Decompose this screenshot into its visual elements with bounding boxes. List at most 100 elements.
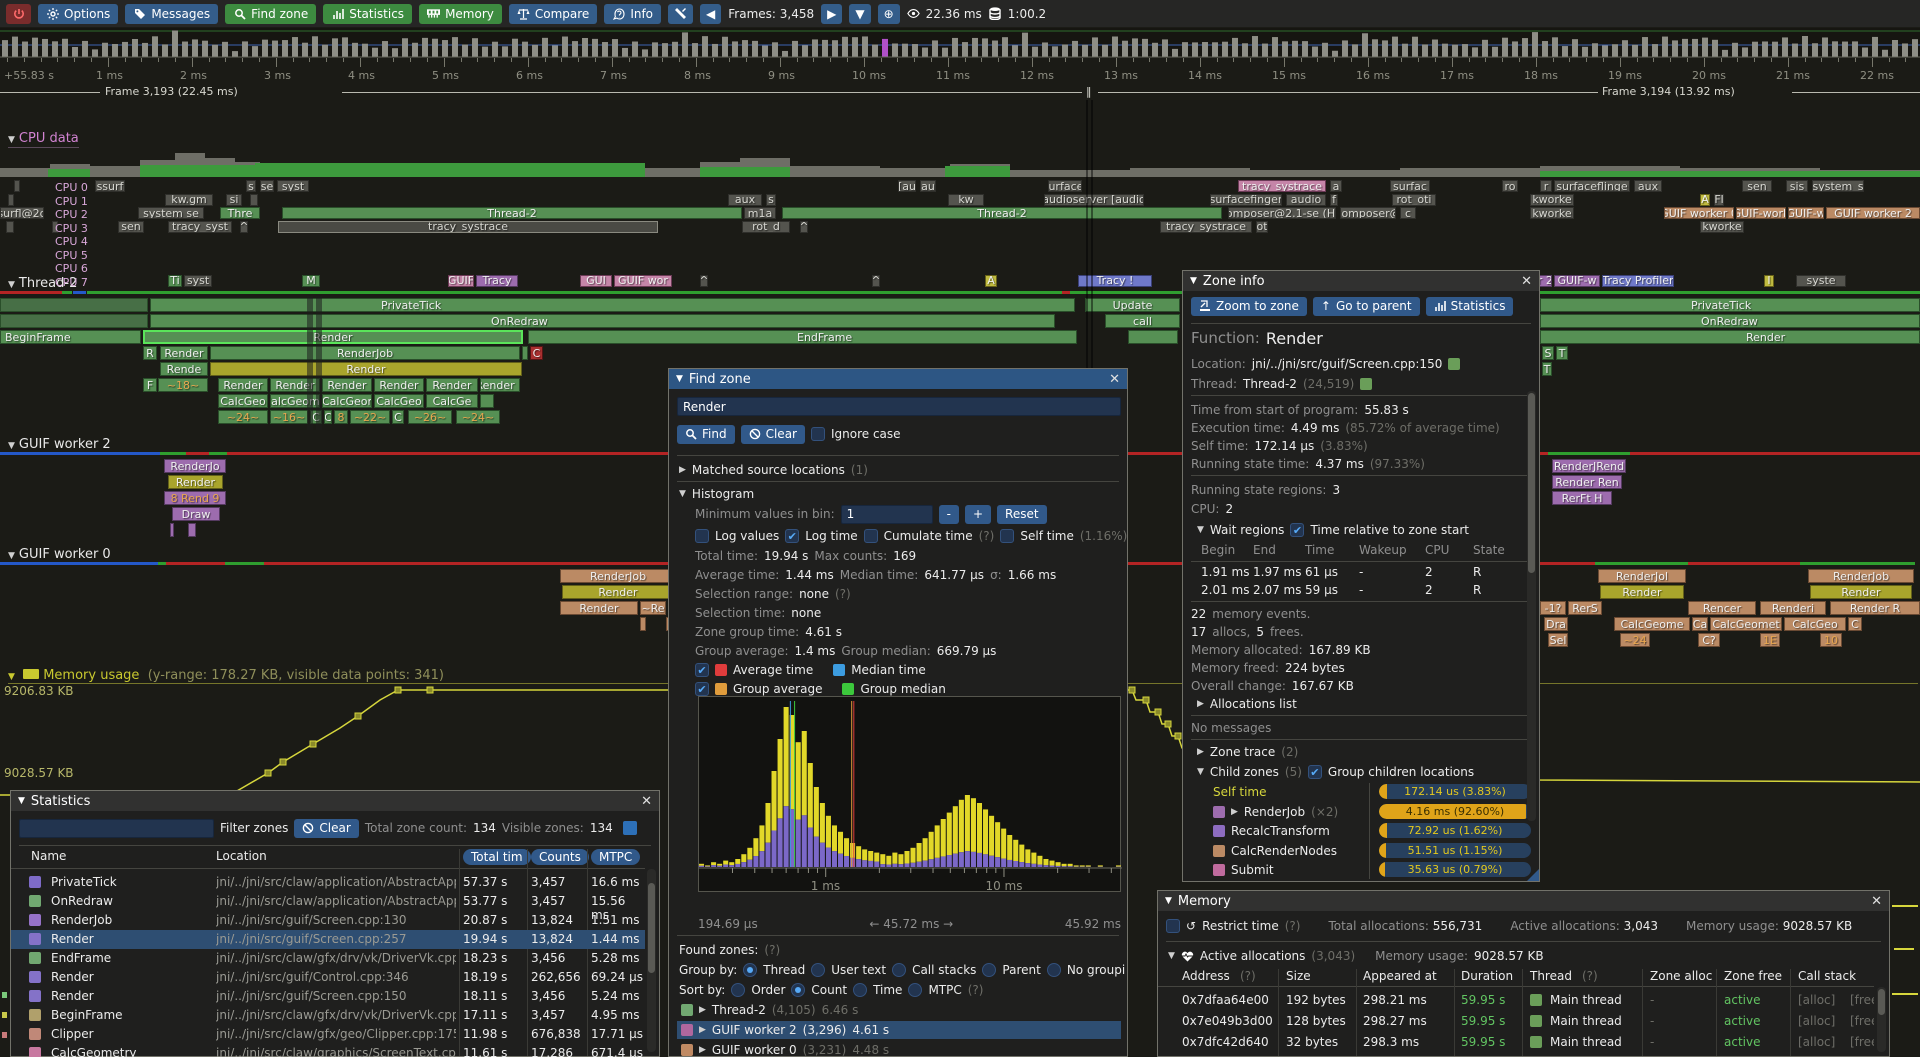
restrict-time-checkbox[interactable] bbox=[1166, 919, 1180, 933]
cpu-zone[interactable] bbox=[52, 220, 58, 233]
cpu-zone[interactable]: system se bbox=[138, 207, 204, 219]
cpu-zone[interactable]: tracy_systrace bbox=[1238, 180, 1326, 192]
cpu-zone[interactable]: aux bbox=[1634, 180, 1662, 192]
zone-info-scrollbar-thumb[interactable] bbox=[1528, 393, 1535, 573]
child-zone-row[interactable]: ▶ RenderJob (×2) bbox=[1213, 803, 1338, 821]
cpu-zone[interactable] bbox=[14, 180, 20, 192]
matched-source-locations-row[interactable]: ▶ Matched source locations (1) bbox=[679, 463, 868, 477]
cpu-zone[interactable]: s bbox=[766, 193, 776, 206]
cpu-zone[interactable]: ^ bbox=[800, 220, 808, 233]
cpu-zone[interactable]: kw bbox=[948, 193, 984, 206]
column-name[interactable]: Name bbox=[31, 849, 67, 863]
cpu-zone[interactable]: GUI bbox=[580, 274, 612, 287]
found-zone-group-row[interactable]: ▶ GUIF worker 0 (3,231) 4.48 s bbox=[677, 1041, 1121, 1057]
timeline-zone[interactable]: RenderJob bbox=[1808, 569, 1914, 583]
timeline-zone[interactable]: Render bbox=[143, 330, 523, 344]
memory-column-size[interactable]: Size bbox=[1286, 969, 1311, 983]
power-button[interactable] bbox=[6, 3, 31, 24]
child-zone-row[interactable]: CalcRenderNodes bbox=[1213, 842, 1337, 860]
cpu-zone[interactable]: surfac bbox=[1390, 180, 1430, 192]
found-zone-group-row[interactable]: ▶ GUIF worker 2 (3,296) 4.61 s bbox=[677, 1021, 1121, 1039]
log-values-checkbox[interactable] bbox=[695, 529, 709, 543]
timeline-zone[interactable]: ~24~ bbox=[218, 410, 268, 424]
statistics-button[interactable]: Statistics bbox=[1425, 296, 1514, 316]
timeline-zone[interactable] bbox=[0, 298, 148, 312]
group-by-radio-parent[interactable] bbox=[982, 963, 997, 977]
timeline-zone[interactable]: Render bbox=[562, 585, 674, 599]
active-allocations-row[interactable]: ▼ Active allocations (3,043) Memory usage: 9… bbox=[1168, 949, 1544, 963]
memory-column-duration[interactable]: Duration bbox=[1461, 969, 1514, 983]
timeline-zone[interactable]: F bbox=[143, 378, 157, 392]
child-time-bar[interactable]: 172.14 us (3.83%) bbox=[1379, 784, 1531, 799]
cpu-zone[interactable]: M bbox=[302, 274, 320, 287]
reset-button[interactable]: Reset bbox=[997, 504, 1047, 524]
cpu-zone[interactable] bbox=[8, 193, 14, 206]
sort-by-radio-count[interactable] bbox=[791, 983, 806, 997]
timeline-zone[interactable]: ~18~ bbox=[158, 378, 208, 392]
timeline-zone[interactable]: RerS bbox=[1568, 601, 1602, 615]
memory-column-address[interactable]: Address bbox=[1182, 969, 1230, 983]
group-by-radio-no-groupi[interactable] bbox=[1046, 963, 1061, 977]
timeline-zone[interactable]: Render R bbox=[1830, 601, 1920, 615]
cpu-zone[interactable]: Tracy ! bbox=[1078, 274, 1152, 287]
timeline-zone[interactable]: BeginFrame bbox=[0, 330, 141, 344]
timeline-zone[interactable]: Rende bbox=[160, 362, 208, 376]
timeline-zone[interactable]: CalcGeome bbox=[1614, 617, 1690, 631]
histogram-section-row[interactable]: ▼ Histogram bbox=[679, 487, 755, 501]
memory-window-titlebar[interactable]: ▼ Memory ✕ bbox=[1158, 891, 1889, 911]
cpu-zone[interactable]: syst bbox=[184, 274, 212, 287]
timeline-zone[interactable]: OnRedraw bbox=[1540, 314, 1920, 328]
timeline-zone[interactable]: Render bbox=[218, 378, 268, 392]
table-row[interactable]: Render jni/../jni/src/guif/Screen.cpp:150… bbox=[11, 987, 645, 1006]
memory-column-appeared-at[interactable]: Appeared at bbox=[1363, 969, 1437, 983]
timeline-zone[interactable]: C bbox=[530, 346, 543, 360]
child-time-bar[interactable]: 72.92 us (1.62%) bbox=[1379, 823, 1531, 838]
cpu-zone[interactable]: r bbox=[1540, 180, 1552, 192]
timeline-zone[interactable]: R bbox=[143, 346, 157, 360]
cpu-zone[interactable]: surfacefinger bbox=[1210, 193, 1282, 206]
cpu-zone[interactable]: GUIF-w bbox=[1554, 274, 1600, 287]
cpu-zone[interactable]: Ti bbox=[168, 274, 182, 287]
cpu-zone[interactable]: Tracy Profiler bbox=[1602, 274, 1674, 287]
timeline-zone[interactable]: ~Re bbox=[640, 601, 666, 615]
timeline-zone[interactable]: C bbox=[324, 410, 332, 424]
column-total-time[interactable]: Total tim bbox=[463, 849, 531, 865]
timeline-zone[interactable]: Render bbox=[322, 378, 372, 392]
timeline-zone[interactable]: Render bbox=[1600, 585, 1684, 599]
timeline-zone[interactable]: CalcGeo bbox=[1784, 617, 1846, 631]
cpu-zone[interactable]: si bbox=[226, 193, 242, 206]
cpu-zone[interactable]: kworke bbox=[1530, 193, 1574, 206]
statistics-window-titlebar[interactable]: ▼ Statistics ✕ bbox=[11, 791, 659, 811]
cpu-zone[interactable]: s bbox=[246, 180, 256, 192]
cpu-zone[interactable]: tracy_systrace bbox=[278, 220, 658, 233]
cpu-zone[interactable]: f bbox=[1330, 193, 1338, 206]
toolbar-button-memory[interactable]: Memory bbox=[419, 3, 502, 24]
timeline-zone[interactable] bbox=[188, 523, 196, 537]
timeline-zone[interactable]: -1? bbox=[1540, 601, 1566, 615]
increase-bin-button[interactable]: + bbox=[964, 504, 992, 524]
memory-scrollbar[interactable] bbox=[1877, 987, 1886, 1052]
table-row[interactable]: Render jni/../jni/src/guif/Screen.cpp:257… bbox=[11, 930, 645, 949]
close-icon[interactable]: ✕ bbox=[1871, 893, 1882, 909]
timeline-zone[interactable]: Renderi bbox=[1760, 601, 1826, 615]
timeline-zone[interactable]: CalcGeor bbox=[322, 394, 372, 408]
close-icon[interactable]: ✕ bbox=[1109, 371, 1120, 387]
cpu-zone[interactable]: ssurf bbox=[95, 180, 125, 192]
column-location[interactable]: Location bbox=[216, 849, 267, 863]
memory-column-call-stack[interactable]: Call stack bbox=[1798, 969, 1857, 983]
cpu-data-header[interactable]: ▼ CPU data bbox=[8, 131, 79, 148]
find-zone-histogram[interactable]: 1 ms 10 ms bbox=[698, 696, 1122, 893]
timeline-zone[interactable]: 10 bbox=[1820, 633, 1842, 647]
allocations-list-row[interactable]: ▶ Allocations list bbox=[1197, 697, 1297, 711]
zone-info-window-titlebar[interactable]: ▼ Zone info ✕ bbox=[1183, 271, 1539, 291]
child-zone-row[interactable]: RecalcTransform bbox=[1213, 822, 1330, 840]
timeline-zone[interactable]: Render bbox=[374, 378, 424, 392]
memory-table-row[interactable]: 0x7e049b3d00 128 bytes 298.27 ms 59.95 s Mai… bbox=[1158, 1012, 1874, 1032]
timeline-zone[interactable]: PrivateTick bbox=[150, 298, 1075, 312]
table-row[interactable]: Clipper jni/../jni/src/claw/gfx/geo/Clipp… bbox=[11, 1025, 645, 1044]
cpu-zone[interactable]: kw.gm bbox=[165, 193, 213, 206]
timeline-zone[interactable]: T bbox=[1556, 346, 1568, 360]
timeline-zone[interactable]: ~24 bbox=[1620, 633, 1650, 647]
child-time-bar[interactable]: 4.16 ms (92.60%) bbox=[1379, 803, 1531, 819]
min-bin-input[interactable]: 1 bbox=[840, 504, 933, 524]
